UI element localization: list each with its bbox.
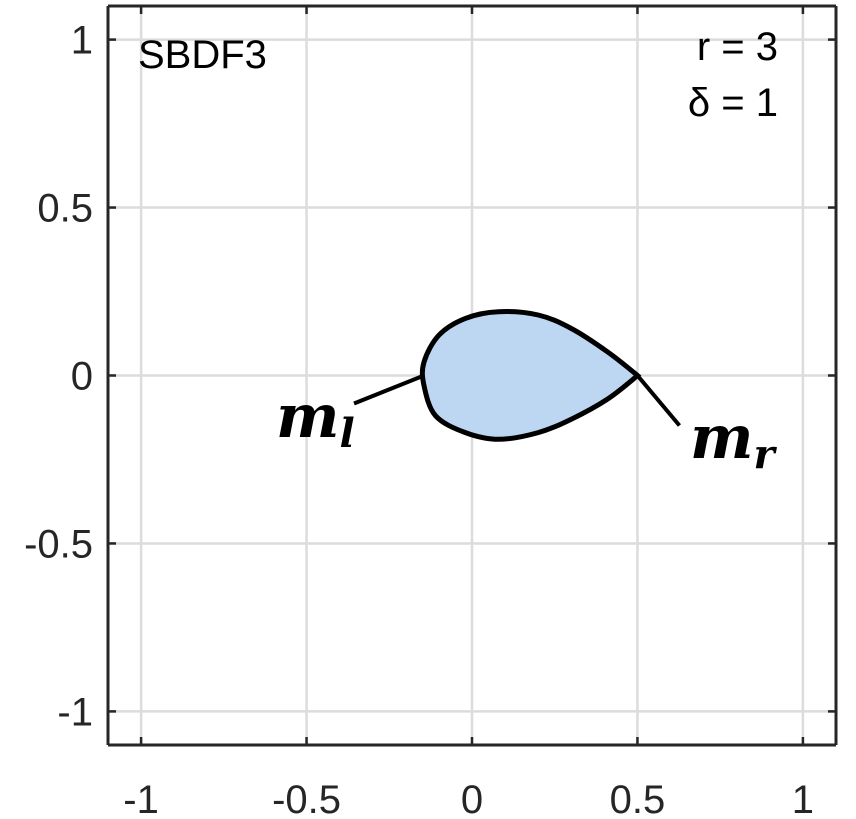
x-tick-label-2: 0 bbox=[461, 778, 483, 819]
x-tick-label-3: 0.5 bbox=[610, 778, 666, 819]
tick-labels: -1 -0.5 0 0.5 1 -1 -0.5 0 0.5 1 bbox=[24, 19, 814, 819]
m-r-subscript: r bbox=[754, 431, 778, 478]
m-l-leader bbox=[353, 373, 425, 406]
grid-lines bbox=[108, 6, 836, 745]
m-r-base: m bbox=[690, 403, 754, 473]
region-boundary bbox=[419, 309, 642, 442]
y-tick-label-4: 1 bbox=[71, 19, 93, 63]
y-tick-label-0: -1 bbox=[57, 690, 93, 734]
method-label: SBDF3 bbox=[138, 33, 267, 77]
point-leaders bbox=[353, 373, 681, 427]
m-r-leader bbox=[635, 374, 681, 427]
delta-label: δ = 1 bbox=[688, 81, 778, 125]
m-r-label: mr bbox=[690, 403, 778, 478]
m-l-label: ml bbox=[276, 382, 355, 457]
x-tick-label-0: -1 bbox=[123, 778, 159, 819]
x-tick-label-1: -0.5 bbox=[272, 778, 341, 819]
stability-region bbox=[419, 309, 642, 442]
m-l-subscript: l bbox=[340, 410, 355, 457]
y-tick-label-2: 0 bbox=[71, 355, 93, 399]
order-label: r = 3 bbox=[697, 25, 778, 69]
y-tick-label-3: 0.5 bbox=[37, 187, 93, 231]
ticks bbox=[108, 6, 836, 745]
x-tick-label-4: 1 bbox=[792, 778, 814, 819]
m-l-base: m bbox=[276, 382, 340, 452]
y-tick-label-1: -0.5 bbox=[24, 522, 93, 566]
